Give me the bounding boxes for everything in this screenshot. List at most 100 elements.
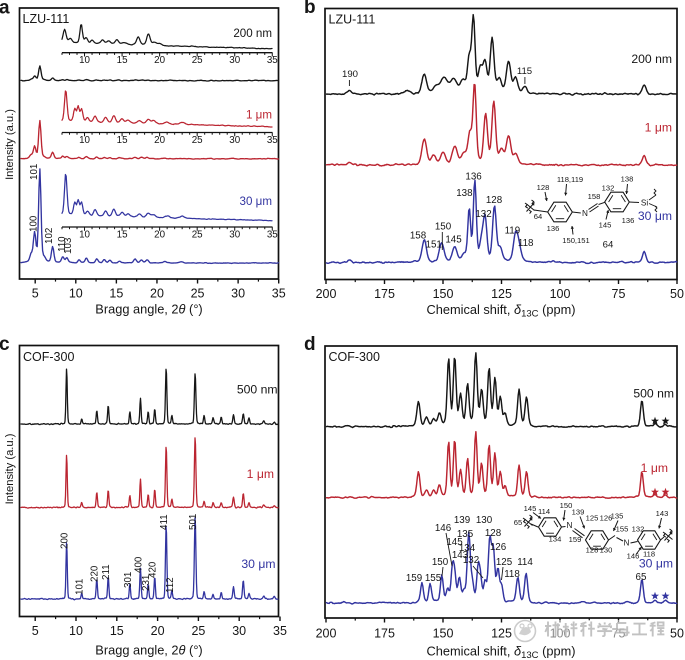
svg-text:b: b <box>304 0 316 18</box>
svg-text:125: 125 <box>586 514 599 523</box>
svg-text:64: 64 <box>603 240 614 251</box>
svg-text:118,119: 118,119 <box>557 175 583 184</box>
svg-text:LZU-111: LZU-111 <box>23 12 70 26</box>
svg-text:30 μm: 30 μm <box>638 209 672 223</box>
svg-text:136: 136 <box>547 224 560 233</box>
svg-text:155: 155 <box>616 525 629 534</box>
svg-text:146: 146 <box>627 552 640 561</box>
svg-text:159: 159 <box>569 535 582 544</box>
svg-text:100: 100 <box>550 287 571 301</box>
svg-text:158: 158 <box>588 192 601 201</box>
svg-text:20: 20 <box>151 624 165 638</box>
svg-text:Chemical shift, δ13C (ppm): Chemical shift, δ13C (ppm) <box>426 644 575 660</box>
svg-text:20: 20 <box>154 135 165 146</box>
svg-text:150: 150 <box>432 557 449 568</box>
svg-text:138: 138 <box>456 188 473 199</box>
svg-text:500 nm: 500 nm <box>237 383 278 397</box>
svg-text:10: 10 <box>69 624 83 638</box>
svg-text:30 μm: 30 μm <box>241 557 275 571</box>
svg-text:a: a <box>0 0 10 19</box>
svg-text:143: 143 <box>452 550 469 561</box>
svg-text:150: 150 <box>433 627 454 641</box>
svg-text:50: 50 <box>670 287 684 301</box>
svg-text:128: 128 <box>485 528 502 539</box>
svg-text:130: 130 <box>476 515 493 526</box>
svg-text:15: 15 <box>117 55 128 66</box>
svg-text:103: 103 <box>63 237 74 254</box>
svg-text:101: 101 <box>75 579 86 595</box>
svg-text:N: N <box>582 209 588 218</box>
svg-text:15: 15 <box>109 287 123 301</box>
svg-text:132: 132 <box>463 555 479 566</box>
svg-text:200: 200 <box>60 532 71 549</box>
svg-text:LZU-111: LZU-111 <box>329 13 376 27</box>
svg-text:125: 125 <box>491 627 512 641</box>
svg-text:64: 64 <box>534 212 542 221</box>
svg-text:145: 145 <box>446 537 463 548</box>
svg-text:150: 150 <box>560 501 573 510</box>
svg-text:N: N <box>624 539 630 548</box>
svg-text:10: 10 <box>79 135 90 146</box>
svg-text:200 nm: 200 nm <box>631 52 672 66</box>
svg-text:d: d <box>304 334 316 355</box>
svg-text:5: 5 <box>32 624 39 638</box>
svg-text:211: 211 <box>101 564 112 580</box>
svg-text:200 nm: 200 nm <box>233 27 272 40</box>
svg-text:20: 20 <box>154 230 165 241</box>
svg-text:35: 35 <box>273 624 287 638</box>
svg-text:Si: Si <box>641 199 648 208</box>
svg-text:200: 200 <box>316 627 337 641</box>
svg-text:25: 25 <box>192 135 203 146</box>
svg-text:420: 420 <box>148 561 159 578</box>
svg-text:150: 150 <box>433 287 454 301</box>
svg-text:125: 125 <box>491 287 512 301</box>
svg-text:134: 134 <box>459 543 476 554</box>
svg-text:132: 132 <box>602 183 615 192</box>
svg-text:1 μm: 1 μm <box>247 467 274 481</box>
svg-text:150,151: 150,151 <box>562 236 589 245</box>
svg-text:114: 114 <box>517 557 533 568</box>
svg-text:30 μm: 30 μm <box>639 557 673 571</box>
svg-text:501: 501 <box>188 514 199 530</box>
svg-text:158: 158 <box>410 231 427 242</box>
svg-text:118: 118 <box>643 550 655 559</box>
svg-text:231: 231 <box>141 575 152 591</box>
svg-text:136: 136 <box>465 171 482 182</box>
svg-text:220: 220 <box>90 565 101 582</box>
svg-text:132: 132 <box>632 525 645 534</box>
svg-text:10: 10 <box>79 230 90 241</box>
svg-text:65: 65 <box>514 518 522 527</box>
svg-text:118: 118 <box>518 238 534 249</box>
svg-text:126: 126 <box>490 542 507 553</box>
svg-text:30: 30 <box>229 135 240 146</box>
svg-text:146: 146 <box>435 523 452 534</box>
svg-text:50: 50 <box>670 627 684 641</box>
svg-text:136: 136 <box>622 216 635 225</box>
svg-text:130: 130 <box>600 546 613 555</box>
svg-text:1 μm: 1 μm <box>246 109 272 122</box>
svg-text:15: 15 <box>117 230 128 241</box>
svg-text:1 μm: 1 μm <box>641 461 668 475</box>
svg-text:301: 301 <box>123 572 134 588</box>
svg-text:30: 30 <box>229 55 240 66</box>
svg-text:145: 145 <box>599 221 612 230</box>
svg-text:30 μm: 30 μm <box>240 195 272 208</box>
svg-text:10: 10 <box>69 287 83 301</box>
svg-text:Bragg angle, 2θ (°): Bragg angle, 2θ (°) <box>95 302 202 317</box>
svg-text:35: 35 <box>267 230 278 241</box>
svg-text:135: 135 <box>611 512 624 521</box>
svg-text:126: 126 <box>600 514 613 523</box>
svg-text:COF-300: COF-300 <box>23 350 74 364</box>
svg-text:139: 139 <box>454 515 470 526</box>
svg-text:145: 145 <box>524 504 537 513</box>
svg-text:35: 35 <box>267 135 278 146</box>
svg-text:500 nm: 500 nm <box>633 387 674 401</box>
svg-text:Chemical shift, δ13C (ppm): Chemical shift, δ13C (ppm) <box>426 302 575 320</box>
svg-text:200: 200 <box>316 287 337 301</box>
svg-text:25: 25 <box>191 287 205 301</box>
svg-text:151: 151 <box>426 240 442 251</box>
svg-text:128: 128 <box>537 183 550 192</box>
svg-text:25: 25 <box>191 624 205 638</box>
svg-text:411: 411 <box>159 514 170 530</box>
svg-text:110: 110 <box>57 236 68 252</box>
